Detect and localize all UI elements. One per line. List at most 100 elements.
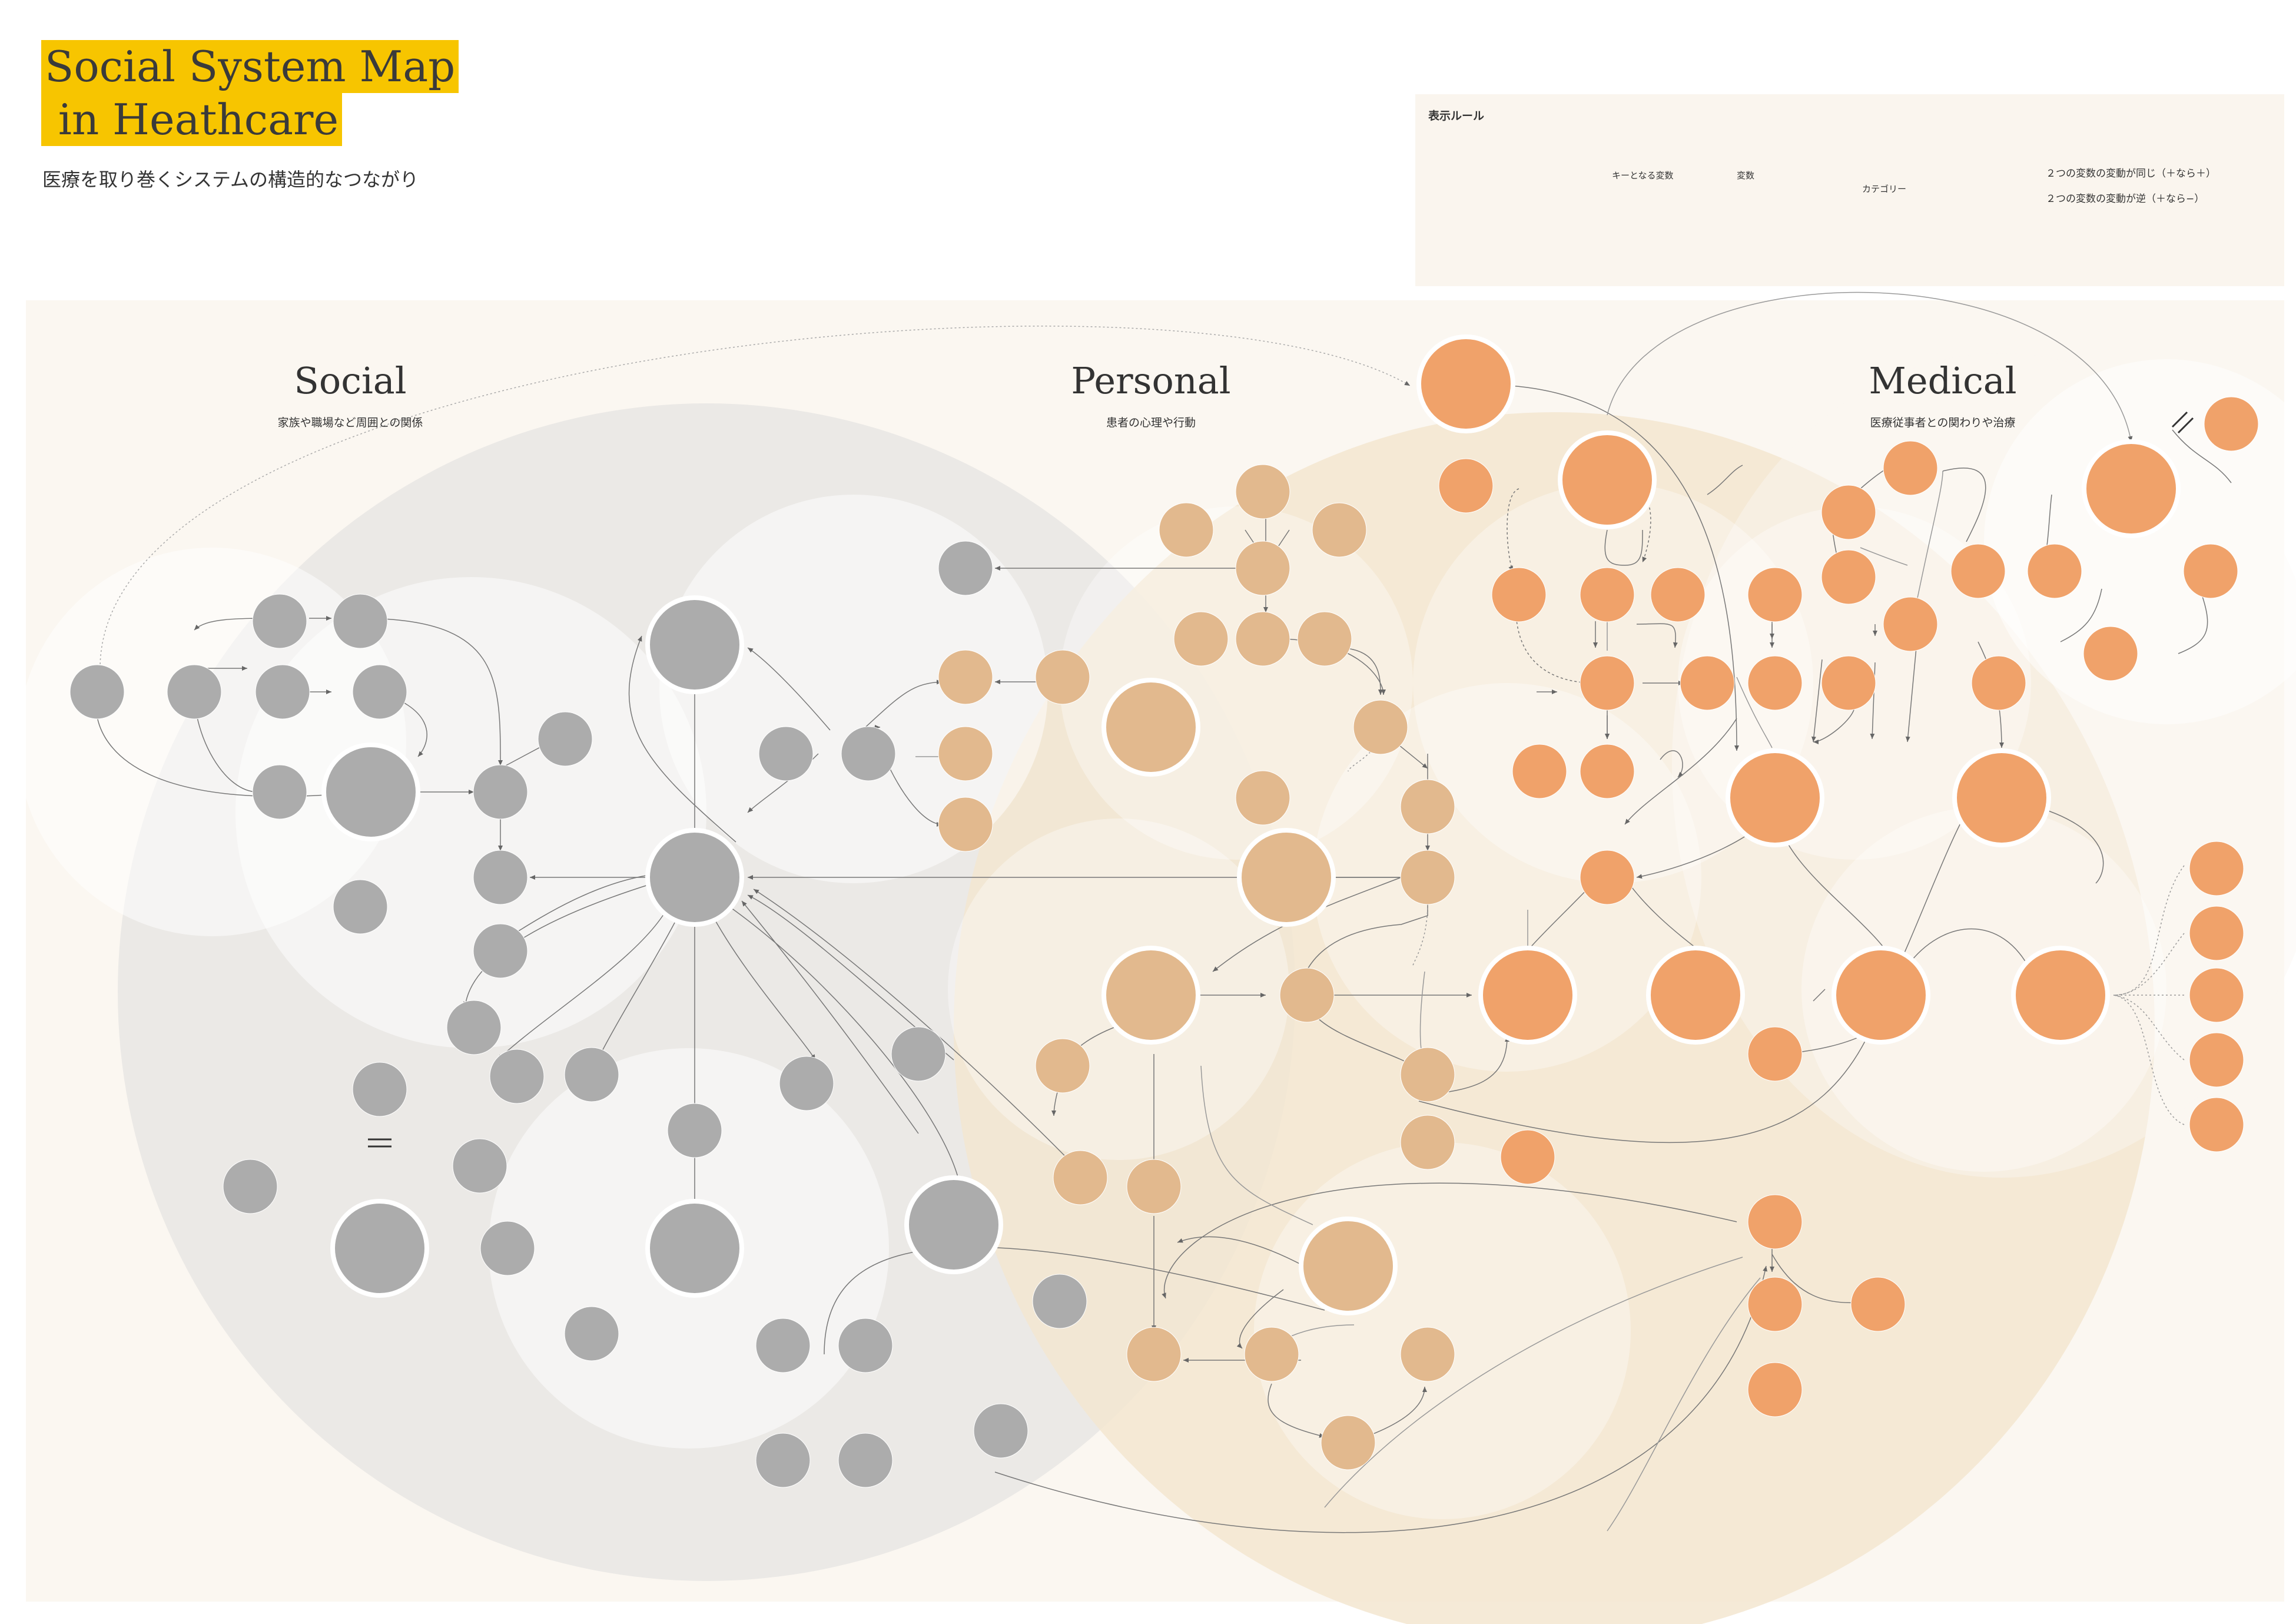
section-subtitle-medical: 医療従事者との関わりや治療 <box>1870 416 2016 429</box>
variable-node <box>2189 841 2244 896</box>
key-node <box>330 1199 429 1298</box>
variable-node <box>1650 567 1706 622</box>
variable-node <box>973 1403 1028 1459</box>
social-nodes <box>69 541 1087 1488</box>
variable-node <box>1035 1038 1090 1093</box>
legend-variable-label: 変数 <box>1737 170 1755 181</box>
category-circle <box>1984 359 2296 724</box>
variable-node <box>1747 1194 1803 1250</box>
variable-node <box>1400 1047 1455 1102</box>
section-subtitle-personal: 患者の心理や行動 <box>1106 416 1196 429</box>
variable-node <box>537 711 593 767</box>
variable-node <box>938 726 993 781</box>
variable-node <box>480 1221 535 1276</box>
variable-node <box>1971 655 2026 711</box>
variable-node <box>1747 655 1803 711</box>
variable-node <box>333 879 388 934</box>
variable-node <box>1500 1129 1555 1185</box>
variable-node <box>1235 770 1290 826</box>
key-node <box>904 1175 1003 1274</box>
variable-node <box>1491 567 1547 622</box>
variable-node <box>938 649 993 705</box>
variable-node <box>1580 744 1635 799</box>
key-node <box>645 1199 744 1298</box>
variable-node <box>1297 611 1352 667</box>
category-circle <box>1801 807 2166 1172</box>
variable-node <box>1235 541 1290 596</box>
variable-node <box>1680 655 1735 711</box>
variable-node <box>1126 1327 1182 1382</box>
variable-node <box>779 1056 834 1111</box>
variable-node <box>1580 567 1635 622</box>
variable-node <box>667 1103 722 1158</box>
variable-node <box>2204 396 2259 452</box>
key-node <box>1237 828 1336 927</box>
variable-node <box>352 664 407 720</box>
variable-node <box>841 726 896 781</box>
variable-node <box>1747 1026 1803 1082</box>
key-node <box>321 743 420 841</box>
variable-node <box>891 1026 946 1082</box>
section-subtitle-social: 家族や職場など周囲との関係 <box>277 416 423 429</box>
variable-node <box>1035 649 1090 705</box>
variable-node <box>446 1000 502 1055</box>
legend-panel: 表示ルール <box>1415 94 2284 286</box>
variable-node <box>1512 744 1567 799</box>
variable-node <box>1747 567 1803 622</box>
key-node <box>1726 748 1824 847</box>
variable-node <box>252 764 307 820</box>
legend-title: 表示ルール <box>1428 110 1485 122</box>
category-circle <box>235 577 706 1048</box>
delay-mark <box>2177 417 2194 434</box>
key-node <box>1478 946 1577 1045</box>
variable-node <box>1580 655 1635 711</box>
variable-node <box>1850 1277 1906 1332</box>
category-circle <box>659 495 1048 883</box>
key-node <box>645 828 744 927</box>
variable-node <box>1235 611 1290 667</box>
variable-node <box>1747 1277 1803 1332</box>
variable-node <box>1438 458 1494 513</box>
variable-node <box>2083 626 2138 681</box>
variable-node <box>167 664 222 720</box>
variable-node <box>758 726 814 781</box>
key-node <box>645 595 744 694</box>
section-title-social: Social <box>294 359 407 402</box>
key-node <box>1646 946 1745 1045</box>
key-node <box>1952 748 2051 847</box>
variable-node <box>2189 1032 2244 1088</box>
variable-node <box>1580 850 1635 905</box>
page-subtitle: 医療を取り巻くシステムの構造的なつながり <box>42 168 419 191</box>
variable-node <box>1279 967 1335 1023</box>
variable-node <box>938 541 993 596</box>
variable-node <box>473 850 528 905</box>
variable-node <box>2189 1097 2244 1152</box>
variable-node <box>1235 464 1290 519</box>
variable-node <box>1312 502 1367 558</box>
variable-node <box>2183 543 2238 599</box>
variable-node <box>1159 502 1214 558</box>
variable-node <box>352 1062 407 1117</box>
variable-node <box>838 1433 893 1488</box>
key-node <box>2011 946 2110 1045</box>
delay-mark <box>2171 411 2188 428</box>
variable-node <box>69 664 125 720</box>
variable-node <box>2189 906 2244 961</box>
variable-node <box>1821 485 1876 540</box>
variable-node <box>1821 549 1876 605</box>
variable-node <box>838 1318 893 1373</box>
variable-node <box>2189 967 2244 1023</box>
key-node <box>1299 1217 1398 1315</box>
variable-node <box>1400 1327 1455 1382</box>
variable-node <box>333 594 388 649</box>
break-marks <box>368 411 2194 1148</box>
variable-node <box>1400 779 1455 834</box>
variable-node <box>938 797 993 852</box>
variable-node <box>755 1433 811 1488</box>
variable-node <box>252 594 307 649</box>
key-node <box>1101 678 1200 777</box>
variable-node <box>452 1138 507 1194</box>
variable-node <box>1400 1115 1455 1170</box>
section-title-medical: Medical <box>1869 359 2017 402</box>
